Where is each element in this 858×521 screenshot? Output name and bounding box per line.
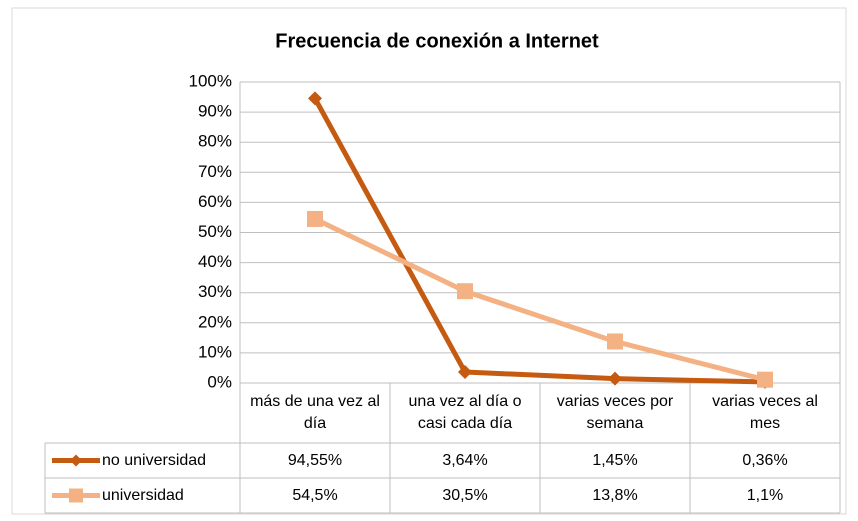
y-tick-label: 30% — [198, 282, 232, 301]
data-table-value: 1,1% — [746, 486, 784, 504]
legend-key-marker — [69, 488, 83, 503]
chart-frame — [11, 7, 847, 515]
legend-label: universidad — [102, 486, 184, 504]
point — [607, 333, 623, 350]
data-table-value: 94,55% — [287, 451, 343, 469]
y-tick-label: 50% — [198, 222, 232, 241]
series-line — [312, 97, 766, 385]
y-tick-label: 60% — [198, 192, 232, 211]
x-tick-label: varias veces por semana — [556, 393, 674, 432]
y-tick-label: 20% — [198, 312, 232, 331]
y-tick-label: 90% — [198, 102, 232, 121]
data-table-value: 13,8% — [592, 486, 638, 504]
point — [757, 371, 773, 388]
point — [458, 365, 472, 380]
point — [308, 91, 322, 106]
y-tick-label: 10% — [198, 342, 232, 361]
chart-title: Frecuencia de conexión a Internet — [275, 30, 599, 52]
point — [307, 210, 323, 227]
point — [608, 371, 622, 386]
data-table-value: 1,45% — [592, 451, 638, 469]
x-tick-label: una vez al día o casi cada día — [408, 393, 522, 432]
y-tick-label: 0% — [207, 372, 232, 391]
point — [457, 283, 473, 300]
x-tick-label: más de una vez al día — [250, 393, 380, 432]
y-tick-label: 70% — [198, 162, 232, 181]
series-line — [313, 216, 766, 383]
data-table-value: 0,36% — [742, 451, 788, 469]
legend-key-marker — [70, 454, 82, 467]
data-table-value: 54,5% — [292, 486, 338, 504]
data-table-value: 30,5% — [442, 486, 488, 504]
y-tick-label: 80% — [198, 132, 232, 151]
data-table-value: 3,64% — [442, 451, 488, 469]
legend-label: no universidad — [102, 451, 207, 469]
y-tick-label: 100% — [189, 71, 232, 90]
y-tick-label: 40% — [198, 252, 232, 271]
x-tick-label: varias veces al mes — [712, 393, 818, 432]
